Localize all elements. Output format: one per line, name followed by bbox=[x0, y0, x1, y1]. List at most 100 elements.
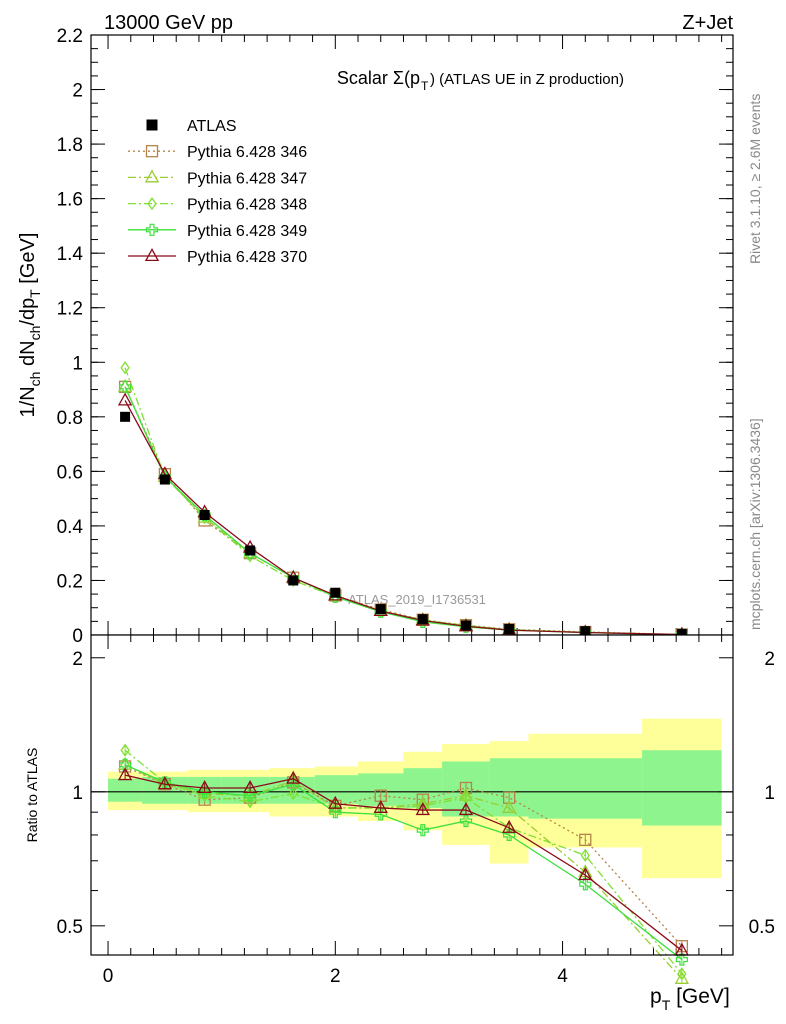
atlas-data-point bbox=[676, 628, 687, 639]
main-y-tick-label: 0.8 bbox=[57, 408, 83, 429]
atlas-data-point bbox=[288, 575, 299, 586]
main-y-tick-label: 0.4 bbox=[57, 517, 84, 538]
ratio-series-point bbox=[502, 819, 517, 833]
legend-label: Pythia 6.428 370 bbox=[187, 249, 307, 266]
ratio-series-point bbox=[118, 758, 132, 771]
main-y-tick-label: 1.6 bbox=[57, 190, 83, 211]
main-y-axis-label: 1/Nch dNch/dpT [GeV] bbox=[17, 233, 43, 418]
main-y-tick-label: 0 bbox=[72, 626, 83, 647]
atlas-data-point bbox=[330, 587, 341, 598]
ratio-series-point bbox=[416, 824, 429, 837]
legend-marker bbox=[146, 119, 158, 131]
ratio-series-line bbox=[124, 749, 683, 975]
atlas-data-point bbox=[460, 620, 471, 631]
ratio-y-tick-label-right: 0.5 bbox=[749, 917, 775, 938]
main-series-line bbox=[124, 386, 682, 636]
ratio-series-point bbox=[580, 848, 590, 862]
legend-label: Pythia 6.428 346 bbox=[187, 144, 307, 161]
ratio-series-point bbox=[120, 743, 130, 757]
ratio-series-line bbox=[124, 774, 683, 952]
ratio-series-point bbox=[198, 785, 211, 798]
ratio-series-point bbox=[245, 795, 255, 809]
main-y-tick-label: 2.2 bbox=[57, 26, 83, 47]
legend-label: Pythia 6.428 347 bbox=[187, 170, 307, 187]
main-series-line bbox=[124, 400, 682, 636]
ratio-series-point bbox=[157, 776, 173, 790]
ratio-series-group bbox=[117, 743, 690, 984]
ratio-series-point bbox=[286, 770, 301, 784]
main-series-point bbox=[117, 392, 133, 406]
ratio-y-tick-label: 0.5 bbox=[57, 917, 83, 938]
main-y-tick-label: 1.2 bbox=[57, 299, 83, 320]
legend-label: ATLAS bbox=[187, 118, 237, 135]
ratio-series-point bbox=[373, 799, 388, 813]
plot-title-main: Scalar Σ(p bbox=[337, 68, 420, 88]
x-tick-label: 0 bbox=[103, 966, 114, 987]
ratio-y-tick-label: 2 bbox=[72, 649, 83, 670]
legend: ATLAS Pythia 6.428 346 Pythia 6.428 347 Pyt… bbox=[128, 118, 307, 266]
main-series-point bbox=[117, 378, 133, 392]
legend-marker bbox=[144, 248, 160, 262]
ratio-series-point bbox=[578, 867, 593, 881]
atlas-data-point bbox=[245, 545, 256, 556]
ratio-series-line bbox=[124, 764, 683, 961]
legend-marker bbox=[145, 145, 159, 158]
ratio-y-axis-label: Ratio to ATLAS bbox=[24, 748, 40, 843]
plot-title-sub: T bbox=[421, 79, 429, 93]
ratio-series-point bbox=[458, 802, 474, 816]
atlas-data-point bbox=[120, 411, 131, 422]
atlas-data-point bbox=[504, 624, 515, 634]
ratio-series-point bbox=[415, 802, 430, 816]
ratio-series-point bbox=[329, 806, 342, 819]
svg-text:1/Nch dNch/dpT [GeV]: 1/Nch dNch/dpT [GeV] bbox=[17, 233, 43, 418]
main-plot-panel: 0 0.2 0.4 0.6 0.8 1 1.2 1.4 1.6 1.8 2 2.2 Scalar Σ(… bbox=[57, 26, 734, 647]
ratio-series-point bbox=[242, 780, 258, 794]
legend-marker bbox=[145, 223, 159, 236]
main-y-tick-label: 0.6 bbox=[57, 462, 83, 483]
atlas-data-point bbox=[580, 626, 591, 637]
atlas-data-point bbox=[199, 510, 210, 520]
atlas-data-point bbox=[417, 614, 428, 625]
ratio-uncertainty-bands bbox=[91, 718, 733, 879]
ratio-series-point bbox=[197, 780, 212, 794]
main-series-point bbox=[120, 361, 130, 375]
ratio-y-tick-label-right: 1 bbox=[764, 783, 775, 804]
ratio-series-point bbox=[328, 795, 343, 809]
ratio-series-point bbox=[117, 767, 133, 781]
ratio-series-point bbox=[579, 878, 592, 891]
energy-label: 13000 GeV pp bbox=[104, 12, 233, 34]
ratio-series-point bbox=[675, 953, 688, 966]
main-series-point bbox=[118, 380, 132, 393]
rivet-version-label: Rivet 3.1.10, ≥ 2.6M events bbox=[747, 94, 763, 264]
atlas-data-point bbox=[159, 474, 170, 485]
main-series-group bbox=[117, 361, 690, 642]
stat-band bbox=[642, 750, 722, 826]
stat-band bbox=[108, 778, 143, 802]
stat-band bbox=[528, 758, 643, 819]
ratio-series-line bbox=[124, 764, 683, 980]
main-y-tick-label: 1 bbox=[72, 353, 83, 374]
ratio-series-point bbox=[459, 814, 473, 828]
legend-marker bbox=[147, 196, 157, 211]
analysis-watermark: ATLAS_2019_I1736531 bbox=[348, 592, 486, 607]
main-y-tick-label: 2 bbox=[72, 81, 83, 102]
x-tick-label: 2 bbox=[330, 966, 341, 987]
mcplots-label: mcplots.cern.ch [arXiv:1306.3436] bbox=[747, 418, 763, 630]
ratio-y-tick-label-right: 2 bbox=[764, 649, 775, 670]
legend-label: Pythia 6.428 348 bbox=[187, 197, 307, 214]
main-y-tick-label: 1.8 bbox=[57, 135, 83, 156]
ratio-y-tick-label: 1 bbox=[72, 783, 83, 804]
ratio-series-point bbox=[503, 828, 516, 842]
process-label: Z+Jet bbox=[682, 12, 733, 34]
main-y-tick-label: 0.2 bbox=[57, 571, 83, 592]
x-axis-label: pT [GeV] bbox=[650, 985, 730, 1013]
legend-label: Pythia 6.428 349 bbox=[187, 223, 307, 240]
plot-title-tail: ) (ATLAS UE in Z production) bbox=[430, 71, 624, 88]
ratio-series-point bbox=[677, 967, 687, 981]
ratio-series-point bbox=[674, 970, 690, 984]
x-tick-label: 4 bbox=[557, 966, 568, 987]
ratio-series-point bbox=[243, 789, 257, 802]
legend-marker bbox=[144, 169, 160, 183]
ratio-series-point bbox=[502, 799, 517, 813]
main-y-tick-label: 1.4 bbox=[57, 244, 84, 265]
